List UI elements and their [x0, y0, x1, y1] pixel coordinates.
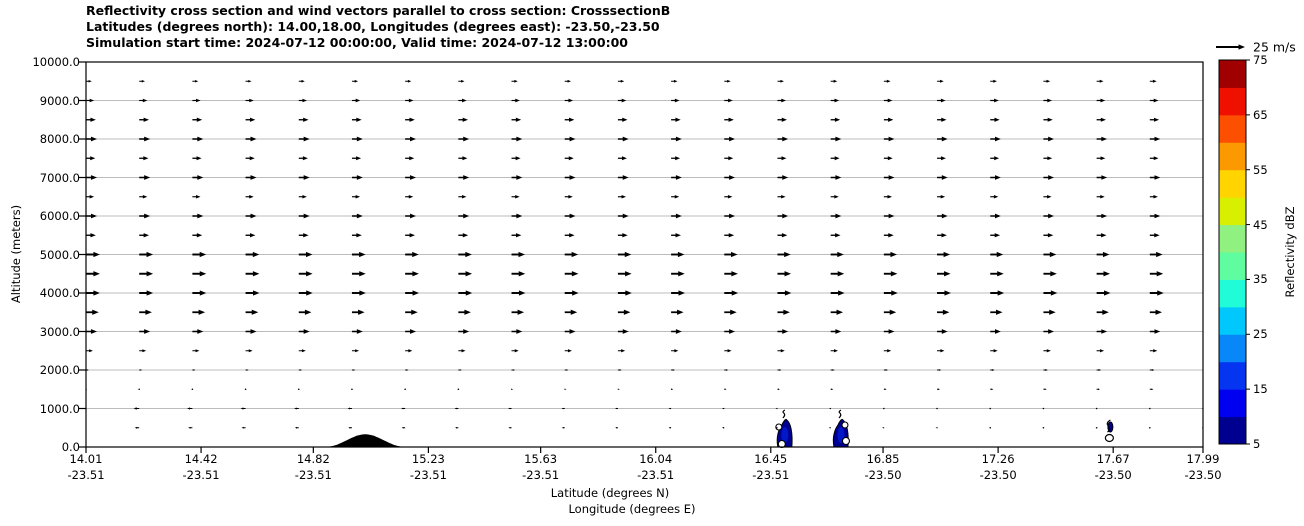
x-tick-label: 15.63 -23.51	[522, 452, 560, 482]
reflectivity-cell	[1104, 419, 1114, 443]
x-tick-label: 16.04 -23.51	[637, 452, 675, 482]
colorbar-tick-label: 75	[1253, 53, 1268, 67]
y-tick-label: 4000.0	[39, 286, 80, 300]
reflectivity-cell	[775, 409, 793, 449]
x-axis-label-latitude: Latitude (degrees N)	[550, 486, 670, 500]
colorbar-tick-label: 15	[1253, 382, 1268, 397]
quiver-key	[1216, 44, 1245, 50]
colorbar	[1218, 59, 1250, 445]
colorbar-label: Reflectivity dBZ	[1283, 206, 1297, 298]
title-block: Reflectivity cross section and wind vect…	[86, 3, 670, 51]
quiver-key-label: 25 m/s	[1253, 39, 1296, 55]
x-tick-label: 16.45 -23.51	[752, 452, 790, 482]
y-tick-label: 6000.0	[39, 209, 80, 223]
x-tick-label: 16.85 -23.50	[864, 452, 902, 482]
y-tick-label: 8000.0	[39, 132, 80, 146]
y-tick-label: 1000.0	[39, 401, 80, 416]
colorbar-tick-label: 5	[1253, 437, 1261, 451]
title-line-3: Simulation start time: 2024-07-12 00:00:…	[86, 35, 628, 50]
y-tick-label: 7000.0	[39, 170, 80, 185]
title-line-1: Reflectivity cross section and wind vect…	[86, 3, 671, 18]
wind-vectors	[86, 79, 1203, 429]
x-tick-label: 17.67 -23.50	[1094, 452, 1132, 482]
colorbar-tick-label: 55	[1253, 162, 1268, 177]
reflectivity-cell	[832, 409, 851, 448]
x-tick-label: 17.99 -23.50	[1184, 452, 1222, 482]
x-tick-label: 14.42 -23.51	[182, 452, 220, 482]
x-tick-label: 14.01 -23.51	[67, 452, 105, 482]
title-line-2: Latitudes (degrees north): 14.00,18.00, …	[86, 19, 660, 34]
y-tick-label: 0.0	[61, 440, 80, 454]
colorbar-tick-label: 25	[1253, 327, 1268, 342]
colorbar-tick-label: 35	[1253, 272, 1268, 287]
x-tick-label: 17.26 -23.50	[979, 452, 1017, 482]
y-tick-label: 2000.0	[39, 363, 80, 377]
y-tick-label: 9000.0	[39, 93, 80, 108]
y-tick-label: 3000.0	[39, 324, 80, 339]
terrain-profile	[321, 434, 409, 447]
y-axis-label: Altitude (meters)	[9, 204, 23, 304]
x-axis-label-longitude: Longitude (degrees E)	[568, 502, 696, 516]
colorbar-tick-label: 45	[1253, 217, 1268, 232]
x-tick-label: 14.82 -23.51	[294, 452, 332, 482]
y-tick-label: 5000.0	[39, 247, 80, 262]
x-tick-label: 15.23 -23.51	[409, 452, 447, 482]
colorbar-tick-label: 65	[1253, 107, 1268, 122]
y-tick-label: 10000.0	[32, 55, 80, 69]
